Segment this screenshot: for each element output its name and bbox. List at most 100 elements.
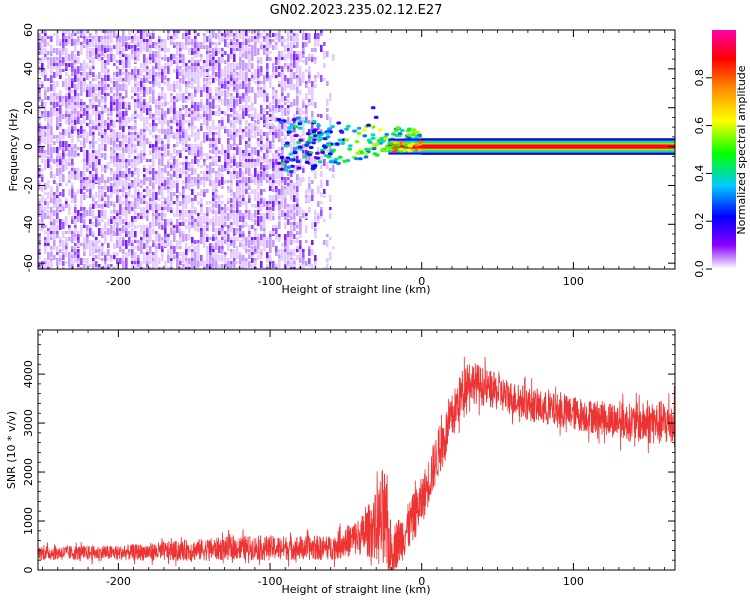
spectrogram-cell (296, 42, 299, 48)
colorbar-label: Normalized spectral amplitude (735, 65, 748, 234)
spectrogram-cell (323, 63, 326, 68)
spectrogram-cell (221, 90, 224, 96)
spectrogram-cell (362, 134, 368, 138)
spectrogram-cell (104, 252, 107, 256)
spectrogram-cell (68, 39, 71, 44)
spectrogram-cell (248, 141, 251, 146)
spectrogram-cell (146, 189, 149, 197)
spectrogram-cell (122, 81, 125, 85)
spectrogram-cell (281, 198, 284, 202)
spectrogram-cell (260, 240, 263, 246)
spectrogram-cell (251, 102, 254, 105)
spectrogram-cell (101, 120, 104, 128)
spectrogram-cell (161, 201, 164, 207)
spectrogram-cell (363, 152, 369, 156)
spectrogram-cell (134, 231, 137, 238)
spectrogram-cell (281, 147, 284, 151)
spectrogram-cell (227, 114, 230, 117)
spectrogram-cell (119, 102, 122, 110)
spectrogram-cell (77, 132, 80, 135)
spectrogram-cell (131, 135, 134, 142)
spectrogram-cell (164, 261, 167, 268)
spectrogram-cell (245, 159, 248, 164)
spectrogram-cell (179, 42, 182, 49)
spectrogram-cell (53, 195, 56, 201)
spectrogram-cell (62, 63, 65, 66)
spectrogram-cell (284, 198, 287, 206)
spectrogram-cell (182, 210, 185, 218)
spectrogram-cell (161, 252, 164, 257)
spectrogram-cell (200, 180, 203, 185)
spectrogram-cell (242, 264, 245, 267)
spectrogram-cell (155, 63, 158, 69)
spectrogram-cell (296, 225, 299, 228)
spectrogram-cell (230, 54, 233, 59)
spectrogram-cell (239, 138, 242, 145)
spectrogram-cell (357, 157, 363, 161)
spectrogram-cell (203, 33, 206, 37)
spectrogram-cell (140, 213, 143, 218)
spectrogram-cell (116, 264, 119, 269)
spectrogram-cell (293, 258, 296, 261)
spectrogram-cell (305, 105, 308, 110)
spectrogram-cell (161, 45, 164, 49)
spectrogram-cell (50, 207, 53, 211)
spectrogram-cell (218, 246, 221, 253)
spectrogram-cell (302, 249, 305, 252)
spectrogram-cell (89, 204, 92, 209)
spectrogram-cell (38, 267, 41, 269)
spectrogram-cell (170, 117, 173, 120)
spectrogram-cell (170, 54, 173, 62)
spectrogram-cell (212, 180, 215, 186)
spectrogram-cell (209, 222, 212, 225)
spectrogram-cell (317, 131, 322, 135)
spectrogram-cell (101, 204, 104, 209)
spectrogram-cell (293, 183, 296, 186)
spectrogram-cell (56, 147, 59, 155)
spectrogram-cell (200, 54, 203, 58)
spectrogram-cell (185, 237, 188, 240)
spectrogram-cell (254, 249, 257, 252)
spectrogram-cell (286, 165, 292, 169)
spectrogram-cell (305, 132, 311, 136)
spectrogram-cell (143, 66, 146, 72)
spectrogram-cell (107, 93, 110, 96)
spectrogram-cell (209, 264, 212, 269)
spectrogram-cell (128, 192, 131, 197)
spectrogram-cell (336, 121, 342, 125)
spectrogram-cell (296, 174, 299, 181)
spectrogram-cell (215, 177, 218, 183)
spectrogram-cell (194, 258, 197, 265)
spectrogram-cell (218, 42, 221, 45)
spectrogram-cell (355, 151, 361, 155)
spectrogram-cell (203, 111, 206, 114)
spectrogram-cell (218, 174, 221, 177)
spectrogram-cell (173, 192, 176, 196)
spectrogram-cell (266, 63, 269, 68)
spectrogram-cell (251, 219, 254, 222)
spectrogram-cell (311, 195, 314, 201)
spectrogram-cell (269, 126, 272, 129)
spectrogram-cell (197, 150, 200, 157)
spectrogram-cell (281, 51, 284, 58)
spectrogram-cell (113, 96, 116, 100)
spectrogram-cell (182, 180, 185, 184)
spectrogram-cell (296, 63, 299, 70)
spectrogram-cell (188, 126, 191, 129)
spectrogram-cell (317, 72, 320, 78)
spectrogram-cell (152, 207, 155, 210)
spectrogram-cell (239, 84, 242, 89)
spectrogram-cell (140, 33, 143, 41)
spectrogram-cell (167, 87, 170, 90)
spectrogram-cell (74, 114, 77, 117)
spectrogram-cell (242, 129, 245, 132)
spectrogram-cell (170, 168, 173, 171)
spectrogram-cell (134, 69, 137, 77)
spectrogram-cell (251, 153, 254, 156)
spectrogram-cell (77, 153, 80, 156)
spectrogram-cell (290, 240, 293, 245)
spectrogram-cell (119, 147, 122, 151)
spectrogram-cell (293, 126, 296, 130)
spectrogram-cell (77, 210, 80, 217)
spectrogram-cell (80, 141, 83, 145)
